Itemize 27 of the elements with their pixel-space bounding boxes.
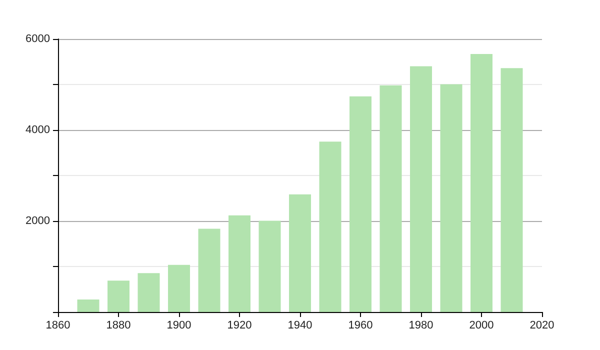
bar bbox=[108, 280, 130, 312]
bar bbox=[350, 96, 372, 312]
bar bbox=[410, 66, 432, 312]
bar bbox=[500, 68, 523, 312]
x-tick-label: 1860 bbox=[46, 320, 70, 332]
x-tick-label: 1880 bbox=[106, 320, 131, 332]
x-tick-label: 2020 bbox=[530, 320, 554, 332]
bar bbox=[198, 228, 220, 312]
x-tick-label: 1940 bbox=[288, 320, 312, 332]
bar bbox=[380, 85, 402, 312]
x-tick-label: 1920 bbox=[227, 320, 252, 332]
bar bbox=[228, 215, 250, 312]
bar bbox=[77, 299, 100, 312]
y-tick-label: 4000 bbox=[26, 124, 50, 136]
x-tick-label: 2000 bbox=[469, 320, 494, 332]
bar bbox=[319, 142, 342, 312]
bar bbox=[168, 264, 190, 312]
y-tick-label: 2000 bbox=[26, 215, 50, 227]
bar bbox=[138, 273, 160, 312]
x-tick-label: 1960 bbox=[348, 320, 373, 332]
x-tick-label: 1980 bbox=[408, 320, 434, 332]
y-tick-label: 6000 bbox=[26, 33, 50, 45]
bar bbox=[470, 54, 492, 312]
bar bbox=[440, 84, 462, 312]
x-tick-label: 1900 bbox=[166, 320, 192, 332]
bar bbox=[258, 220, 281, 312]
bar bbox=[289, 194, 311, 312]
